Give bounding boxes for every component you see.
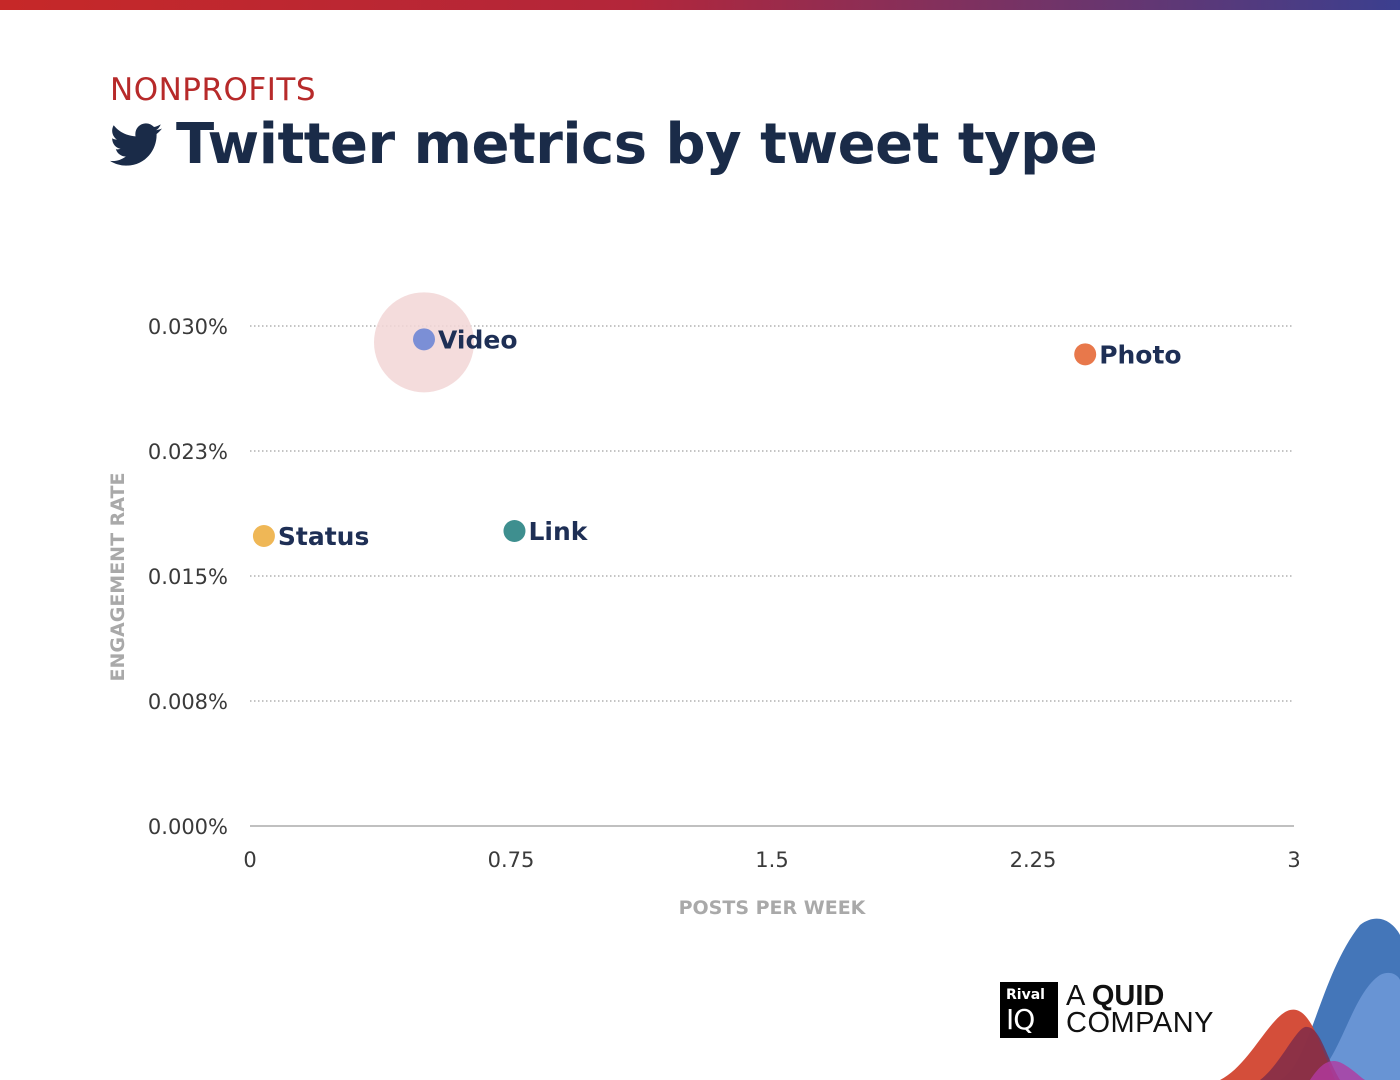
y-tick-label: 0.023% — [148, 440, 228, 464]
brand-prefix: A — [1066, 980, 1084, 1012]
brand-box-line1: Rival — [1006, 987, 1045, 1003]
title-row: Twitter metrics by tweet type — [110, 112, 1098, 177]
data-point-video — [413, 328, 435, 351]
x-tick-label: 0.75 — [488, 848, 535, 872]
tick-labels: 0.000% 0.008% 0.015% 0.023% 0.030% 0 0.75 1.5 2.… — [148, 315, 1301, 872]
rival-iq-logo-box: Rival IQ — [1000, 982, 1058, 1038]
top-accent-bar — [0, 0, 1400, 10]
page-title: Twitter metrics by tweet type — [176, 112, 1098, 177]
x-tick-label: 2.25 — [1010, 848, 1057, 872]
y-axis-label: ENGAGEMENT RATE — [107, 473, 129, 682]
data-point-status — [252, 525, 275, 547]
brand-tagline: A QUID COMPANY — [1066, 980, 1214, 1039]
point-label-video: Video — [438, 325, 518, 354]
data-point-link — [503, 520, 526, 542]
brand-line2: COMPANY — [1066, 1007, 1214, 1039]
y-tick-label: 0.000% — [148, 815, 228, 839]
twitter-bird-icon — [110, 122, 162, 166]
brand-logo: Rival IQ A QUID COMPANY — [1000, 982, 1214, 1038]
point-label-photo: Photo — [1099, 340, 1181, 369]
decorative-waves — [1220, 918, 1400, 1080]
point-label-link: Link — [528, 517, 588, 546]
data-points: Video Photo Status Link — [252, 292, 1182, 551]
data-point-photo — [1074, 343, 1097, 366]
x-tick-label: 3 — [1287, 848, 1300, 872]
category-label: NONPROFITS — [110, 72, 317, 108]
y-tick-label: 0.030% — [148, 315, 228, 339]
y-tick-label: 0.015% — [148, 565, 228, 589]
point-label-status: Status — [278, 522, 369, 551]
x-axis-label: POSTS PER WEEK — [679, 897, 867, 919]
x-tick-label: 0 — [243, 848, 256, 872]
y-tick-label: 0.008% — [148, 690, 228, 714]
x-tick-label: 1.5 — [755, 848, 788, 872]
brand-box-line2: IQ — [1006, 1003, 1035, 1036]
brand-bold: QUID — [1091, 980, 1165, 1012]
